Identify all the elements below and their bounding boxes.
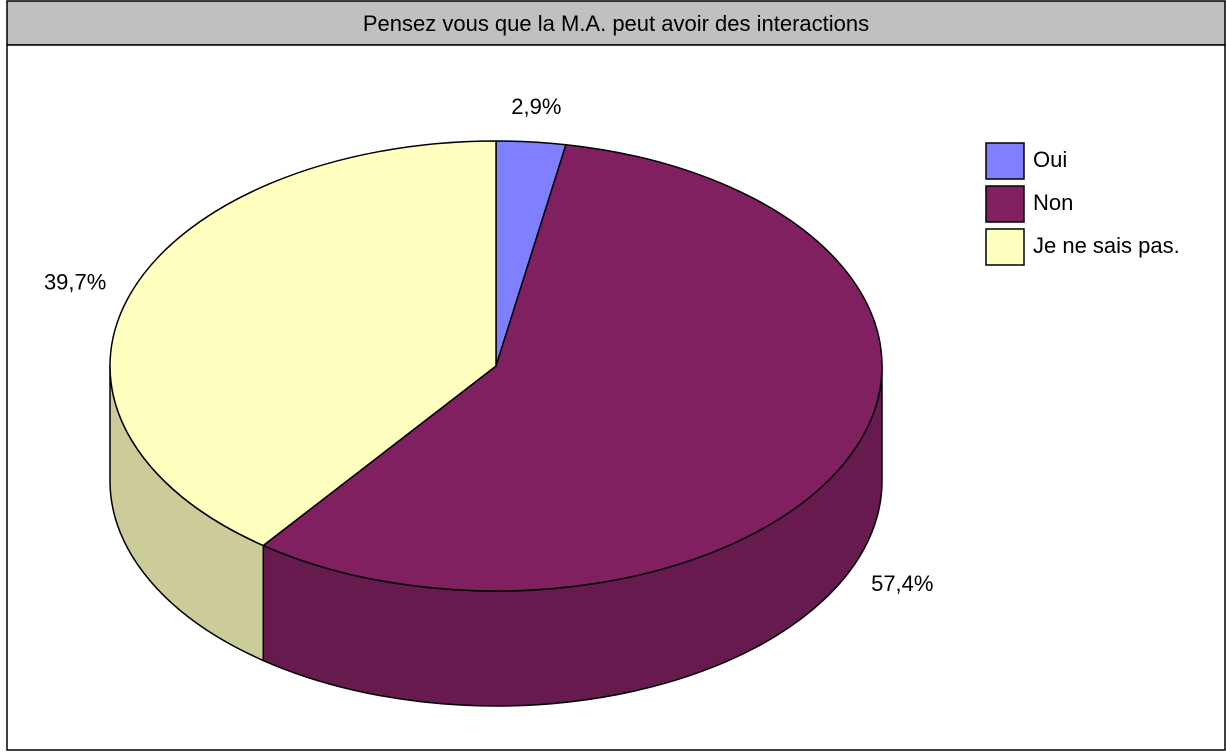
data-labels: 2,9% 57,4% 39,7% [44,94,934,596]
data-label: 39,7% [44,270,106,295]
slice [261,143,883,592]
legend-swatch [985,185,1025,223]
legend-label: Oui [1033,147,1067,172]
legend-swatch [985,142,1025,180]
pie-tops [109,140,883,592]
title-bar [6,0,1226,46]
slice [109,140,497,547]
chart-title: Pensez vous que la M.A. peut avoir des i… [363,11,869,36]
legend-label: Non [1033,190,1073,215]
legend: Oui Non Je ne sais pas. [985,142,1180,266]
legend-label: Je ne sais pas. [1033,233,1180,258]
data-label: 57,4% [871,571,933,596]
data-label: 2,9% [511,94,561,119]
legend-swatch [985,228,1025,266]
